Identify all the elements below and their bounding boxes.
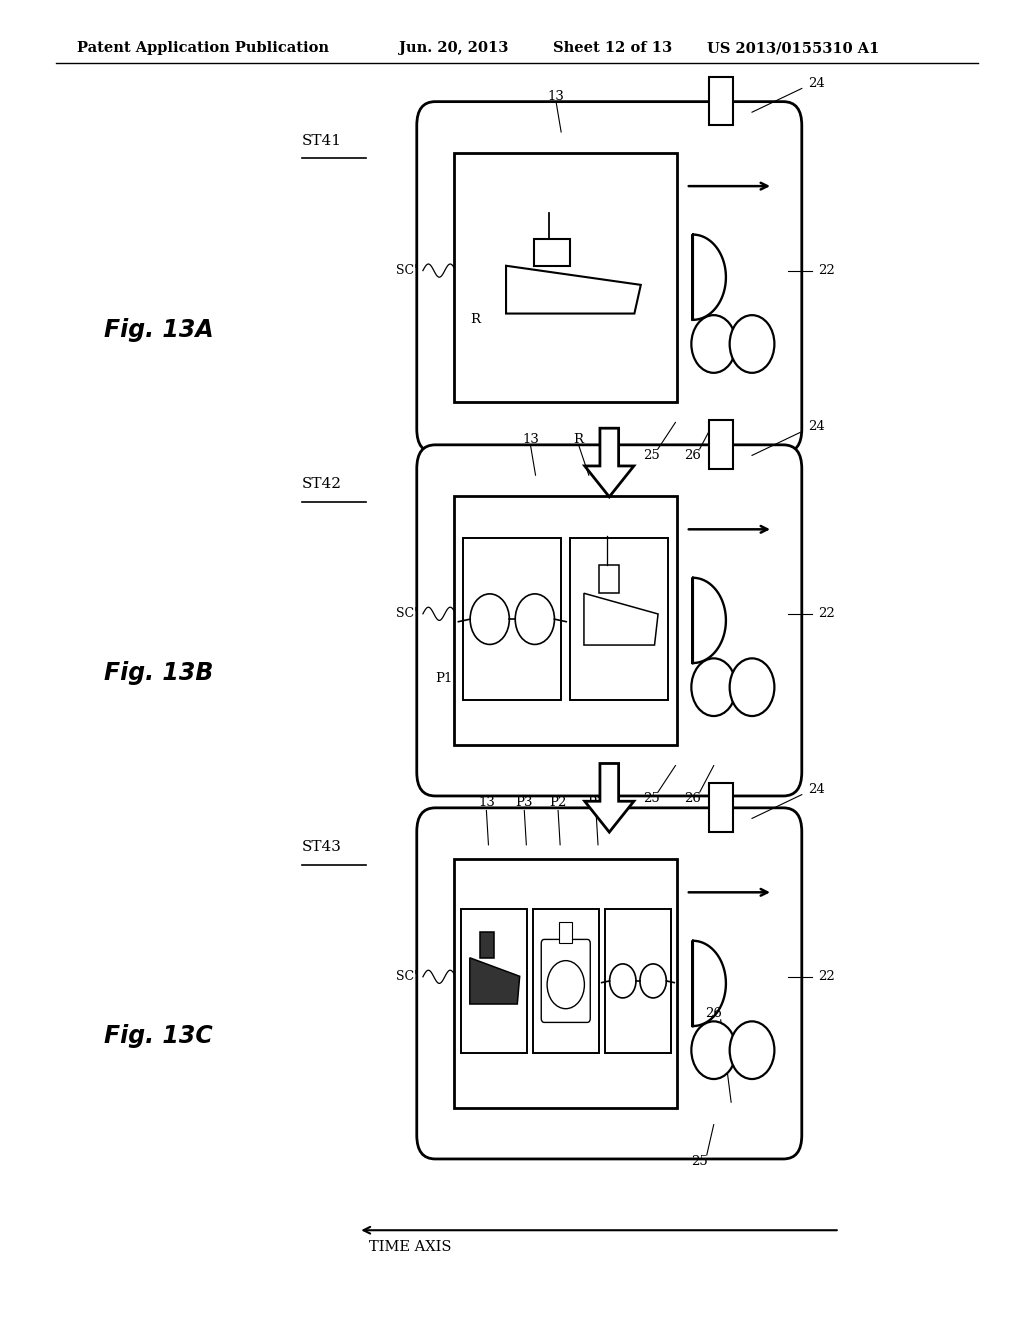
Text: 22: 22 [818,970,835,983]
Text: Jun. 20, 2013: Jun. 20, 2013 [399,41,509,55]
Text: SC': SC' [396,607,418,620]
Text: Fig. 13C: Fig. 13C [104,1024,213,1048]
Bar [599,565,620,593]
Text: R: R [573,433,584,446]
Text: 24: 24 [808,77,824,90]
Text: ST42: ST42 [302,478,342,491]
Bar [455,496,677,744]
Text: 26: 26 [684,449,701,462]
Polygon shape [506,265,641,314]
FancyBboxPatch shape [417,808,802,1159]
Bar [709,783,733,832]
Circle shape [640,964,667,998]
Circle shape [691,659,736,715]
Circle shape [691,315,736,372]
Polygon shape [584,593,658,645]
Text: 26: 26 [684,792,701,805]
Bar [480,932,494,958]
Bar [709,77,733,125]
Polygon shape [470,958,520,1005]
Polygon shape [693,578,726,663]
Polygon shape [693,941,726,1026]
Bar [532,908,599,1053]
Circle shape [730,659,774,715]
Polygon shape [585,428,634,496]
Text: 25: 25 [691,1155,709,1168]
Text: 25: 25 [643,792,659,805]
Bar [570,539,669,700]
Text: Patent Application Publication: Patent Application Publication [77,41,329,55]
Bar [535,239,570,265]
Circle shape [691,1022,736,1078]
Text: 22: 22 [818,607,835,620]
Text: TIME AXIS: TIME AXIS [369,1241,452,1254]
Circle shape [730,1022,774,1078]
Text: 13: 13 [522,433,539,446]
Bar [461,908,526,1053]
FancyBboxPatch shape [542,940,590,1023]
Circle shape [547,961,585,1008]
Circle shape [730,315,774,372]
Text: 24: 24 [808,783,824,796]
Text: 13: 13 [548,90,564,103]
Text: 26: 26 [706,1007,722,1020]
Circle shape [470,594,509,644]
Bar [455,859,677,1107]
Text: Sheet 12 of 13: Sheet 12 of 13 [553,41,672,55]
Text: ST41: ST41 [302,135,342,148]
Bar [709,420,733,469]
FancyBboxPatch shape [417,102,802,453]
Text: ST43: ST43 [302,841,342,854]
Bar [463,539,561,700]
Circle shape [515,594,554,644]
Text: 22: 22 [818,264,835,277]
Text: Fig. 13B: Fig. 13B [104,661,213,685]
Text: P1: P1 [435,672,453,685]
FancyBboxPatch shape [417,445,802,796]
Text: P2: P2 [550,796,566,809]
Text: SC': SC' [396,970,418,983]
Text: SC': SC' [396,264,418,277]
Polygon shape [693,235,726,319]
Bar [455,153,677,401]
Circle shape [609,964,636,998]
Text: 24: 24 [808,420,824,433]
Text: P1: P1 [588,796,604,809]
Bar [559,923,572,944]
Polygon shape [585,763,634,832]
Text: Fig. 13A: Fig. 13A [103,318,214,342]
Bar [605,908,671,1053]
Text: US 2013/0155310 A1: US 2013/0155310 A1 [707,41,879,55]
Text: 25: 25 [643,449,659,462]
Text: P3: P3 [515,796,534,809]
Text: R: R [470,313,480,326]
Text: 13: 13 [478,796,495,809]
